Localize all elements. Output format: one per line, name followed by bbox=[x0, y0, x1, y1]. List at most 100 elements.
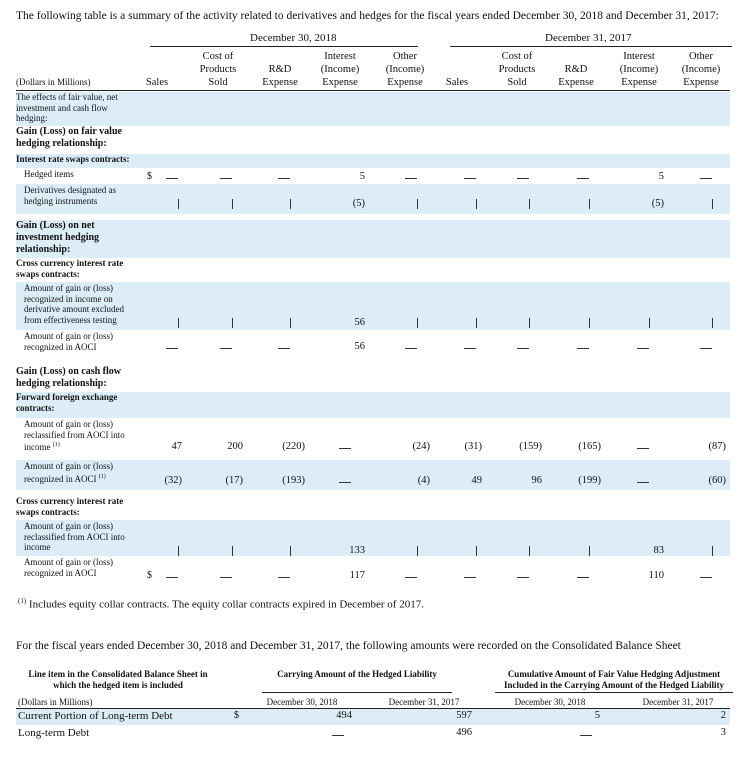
row-label-text: Amount of gain or (loss) recognized in A… bbox=[24, 557, 113, 578]
column-header-9: Other (Income) Expense bbox=[670, 50, 732, 89]
empty-value-dash bbox=[700, 348, 712, 349]
footnote-ref: (1) bbox=[98, 473, 106, 480]
empty-value-dash bbox=[464, 348, 476, 349]
row-label: Cross currency interest rate swaps contr… bbox=[16, 496, 141, 517]
empty-value-dash bbox=[166, 348, 178, 349]
empty-value-mark bbox=[290, 199, 291, 209]
column-header-line: (Income) bbox=[681, 64, 721, 75]
row-label-text: Gain (Loss) on net investment hedging re… bbox=[16, 220, 100, 255]
cell-value: (5) bbox=[651, 198, 664, 209]
balance-date-1: December 31, 2017 bbox=[388, 697, 460, 707]
row-label-text: Amount of gain or (loss) recognized in A… bbox=[24, 331, 113, 352]
dollar-sign: $ bbox=[234, 710, 239, 721]
table-row: Gain (Loss) on net investment hedging re… bbox=[16, 220, 730, 258]
cell-value: 83 bbox=[653, 545, 665, 556]
empty-value-mark bbox=[232, 199, 233, 209]
column-header-6: Cost of Products Sold bbox=[486, 50, 548, 89]
balance-cell-value: 2 bbox=[720, 710, 726, 721]
empty-value-mark bbox=[476, 318, 477, 328]
footnote: (1) Includes equity collar contracts. Th… bbox=[18, 597, 424, 611]
column-header-line: Products bbox=[199, 64, 237, 75]
column-header-line: Other bbox=[689, 51, 713, 62]
table-row: Amount of gain or (loss) recognized in A… bbox=[16, 460, 730, 490]
row-label: The effects of fair value, net investmen… bbox=[16, 92, 141, 124]
column-header-0: Sales bbox=[126, 76, 188, 89]
empty-value-dash bbox=[220, 577, 232, 578]
table-row: Derivatives designated as hedging instru… bbox=[16, 184, 730, 214]
empty-value-mark bbox=[589, 318, 590, 328]
empty-value-dash bbox=[517, 178, 529, 179]
cell-value: 96 bbox=[531, 475, 543, 486]
row-label-text: Cross currency interest rate swaps contr… bbox=[16, 258, 124, 279]
cell-value: (193) bbox=[282, 475, 305, 486]
empty-value-mark bbox=[529, 546, 530, 556]
empty-value-mark bbox=[529, 199, 530, 209]
balance-date-0: December 30, 2018 bbox=[266, 697, 338, 707]
cell-value: (199) bbox=[578, 475, 601, 486]
cell-value: (220) bbox=[282, 441, 305, 452]
empty-value-dash bbox=[637, 482, 649, 483]
row-label-text: The effects of fair value, net investmen… bbox=[16, 92, 118, 123]
balance-intro: For the fiscal years ended December 30, … bbox=[16, 640, 681, 652]
empty-value-dash bbox=[637, 448, 649, 449]
row-label-text: Derivatives designated as hedging instru… bbox=[24, 185, 116, 206]
column-header-2: R&D Expense bbox=[249, 63, 311, 89]
cell-value: (60) bbox=[708, 475, 727, 486]
column-header-line: Interest bbox=[623, 51, 655, 62]
empty-value-mark bbox=[476, 199, 477, 209]
column-header-3: Interest (Income) Expense bbox=[309, 50, 371, 89]
row-label-text: Gain (Loss) on fair value hedging relati… bbox=[16, 126, 122, 149]
row-label-text: Forward foreign exchange contracts: bbox=[16, 392, 118, 413]
table-row: Amount of gain or (loss) reclassified fr… bbox=[16, 520, 730, 556]
empty-value-mark bbox=[232, 546, 233, 556]
table-row: Amount of gain or (loss) recognized in A… bbox=[16, 330, 730, 354]
column-header-line: Sales bbox=[145, 77, 169, 88]
row-label-text: Amount of gain or (loss) reclassified fr… bbox=[24, 419, 125, 452]
empty-value-dash bbox=[220, 348, 232, 349]
empty-value-mark bbox=[589, 199, 590, 209]
column-header-line: (Income) bbox=[320, 64, 360, 75]
empty-value-dash bbox=[405, 348, 417, 349]
row-label-text: Cross currency interest rate swaps contr… bbox=[16, 496, 124, 517]
table-row: Gain (Loss) on fair value hedging relati… bbox=[16, 126, 730, 154]
balance-units-label: (Dollars in Millions) bbox=[18, 697, 93, 707]
empty-value-mark bbox=[649, 318, 650, 328]
column-header-line: Cost of bbox=[202, 51, 234, 62]
column-header-line: Other bbox=[393, 51, 417, 62]
column-header-line: Expense bbox=[683, 77, 719, 88]
cell-value: 110 bbox=[648, 570, 664, 581]
row-label-text: Amount of gain or (loss) recognized in A… bbox=[24, 461, 113, 484]
empty-value-mark bbox=[417, 199, 418, 209]
cell-value: 5 bbox=[658, 171, 664, 182]
column-header-line: Expense bbox=[322, 77, 358, 88]
cell-value: 56 bbox=[354, 317, 366, 328]
cell-value: 200 bbox=[227, 441, 243, 452]
row-label: Amount of gain or (loss) reclassified fr… bbox=[16, 521, 141, 553]
balance-cell-value: 597 bbox=[456, 710, 472, 721]
column-header-line: (Income) bbox=[385, 64, 425, 75]
empty-value-dash bbox=[577, 348, 589, 349]
empty-value-mark bbox=[529, 318, 530, 328]
balance-cell-value: 494 bbox=[336, 710, 352, 721]
empty-value-dash bbox=[278, 348, 290, 349]
table-row: The effects of fair value, net investmen… bbox=[16, 92, 730, 126]
cumulative-adjustment-header: Cumulative Amount of Fair Value Hedging … bbox=[503, 669, 725, 690]
cell-value: 133 bbox=[349, 545, 365, 556]
empty-value-dash bbox=[700, 577, 712, 578]
balance-cell-value: 496 bbox=[456, 727, 472, 738]
cell-value: 49 bbox=[471, 475, 483, 486]
empty-value-dash bbox=[637, 348, 649, 349]
period-header-2018: December 30, 2018 bbox=[250, 32, 337, 44]
table-row: Forward foreign exchange contracts: bbox=[16, 392, 730, 418]
empty-value-dash bbox=[580, 735, 592, 736]
column-header-line: Expense bbox=[262, 77, 298, 88]
period-rule-2018 bbox=[150, 46, 418, 47]
header-rule bbox=[16, 90, 730, 91]
period-rule-2017 bbox=[450, 46, 732, 47]
dollar-sign: $ bbox=[147, 570, 152, 581]
empty-value-mark bbox=[290, 546, 291, 556]
empty-value-dash bbox=[577, 178, 589, 179]
cell-value: 56 bbox=[354, 341, 366, 352]
balance-row: Long-term Debt 496 3 bbox=[16, 726, 730, 742]
row-label: Amount of gain or (loss) recognized in A… bbox=[16, 461, 141, 484]
